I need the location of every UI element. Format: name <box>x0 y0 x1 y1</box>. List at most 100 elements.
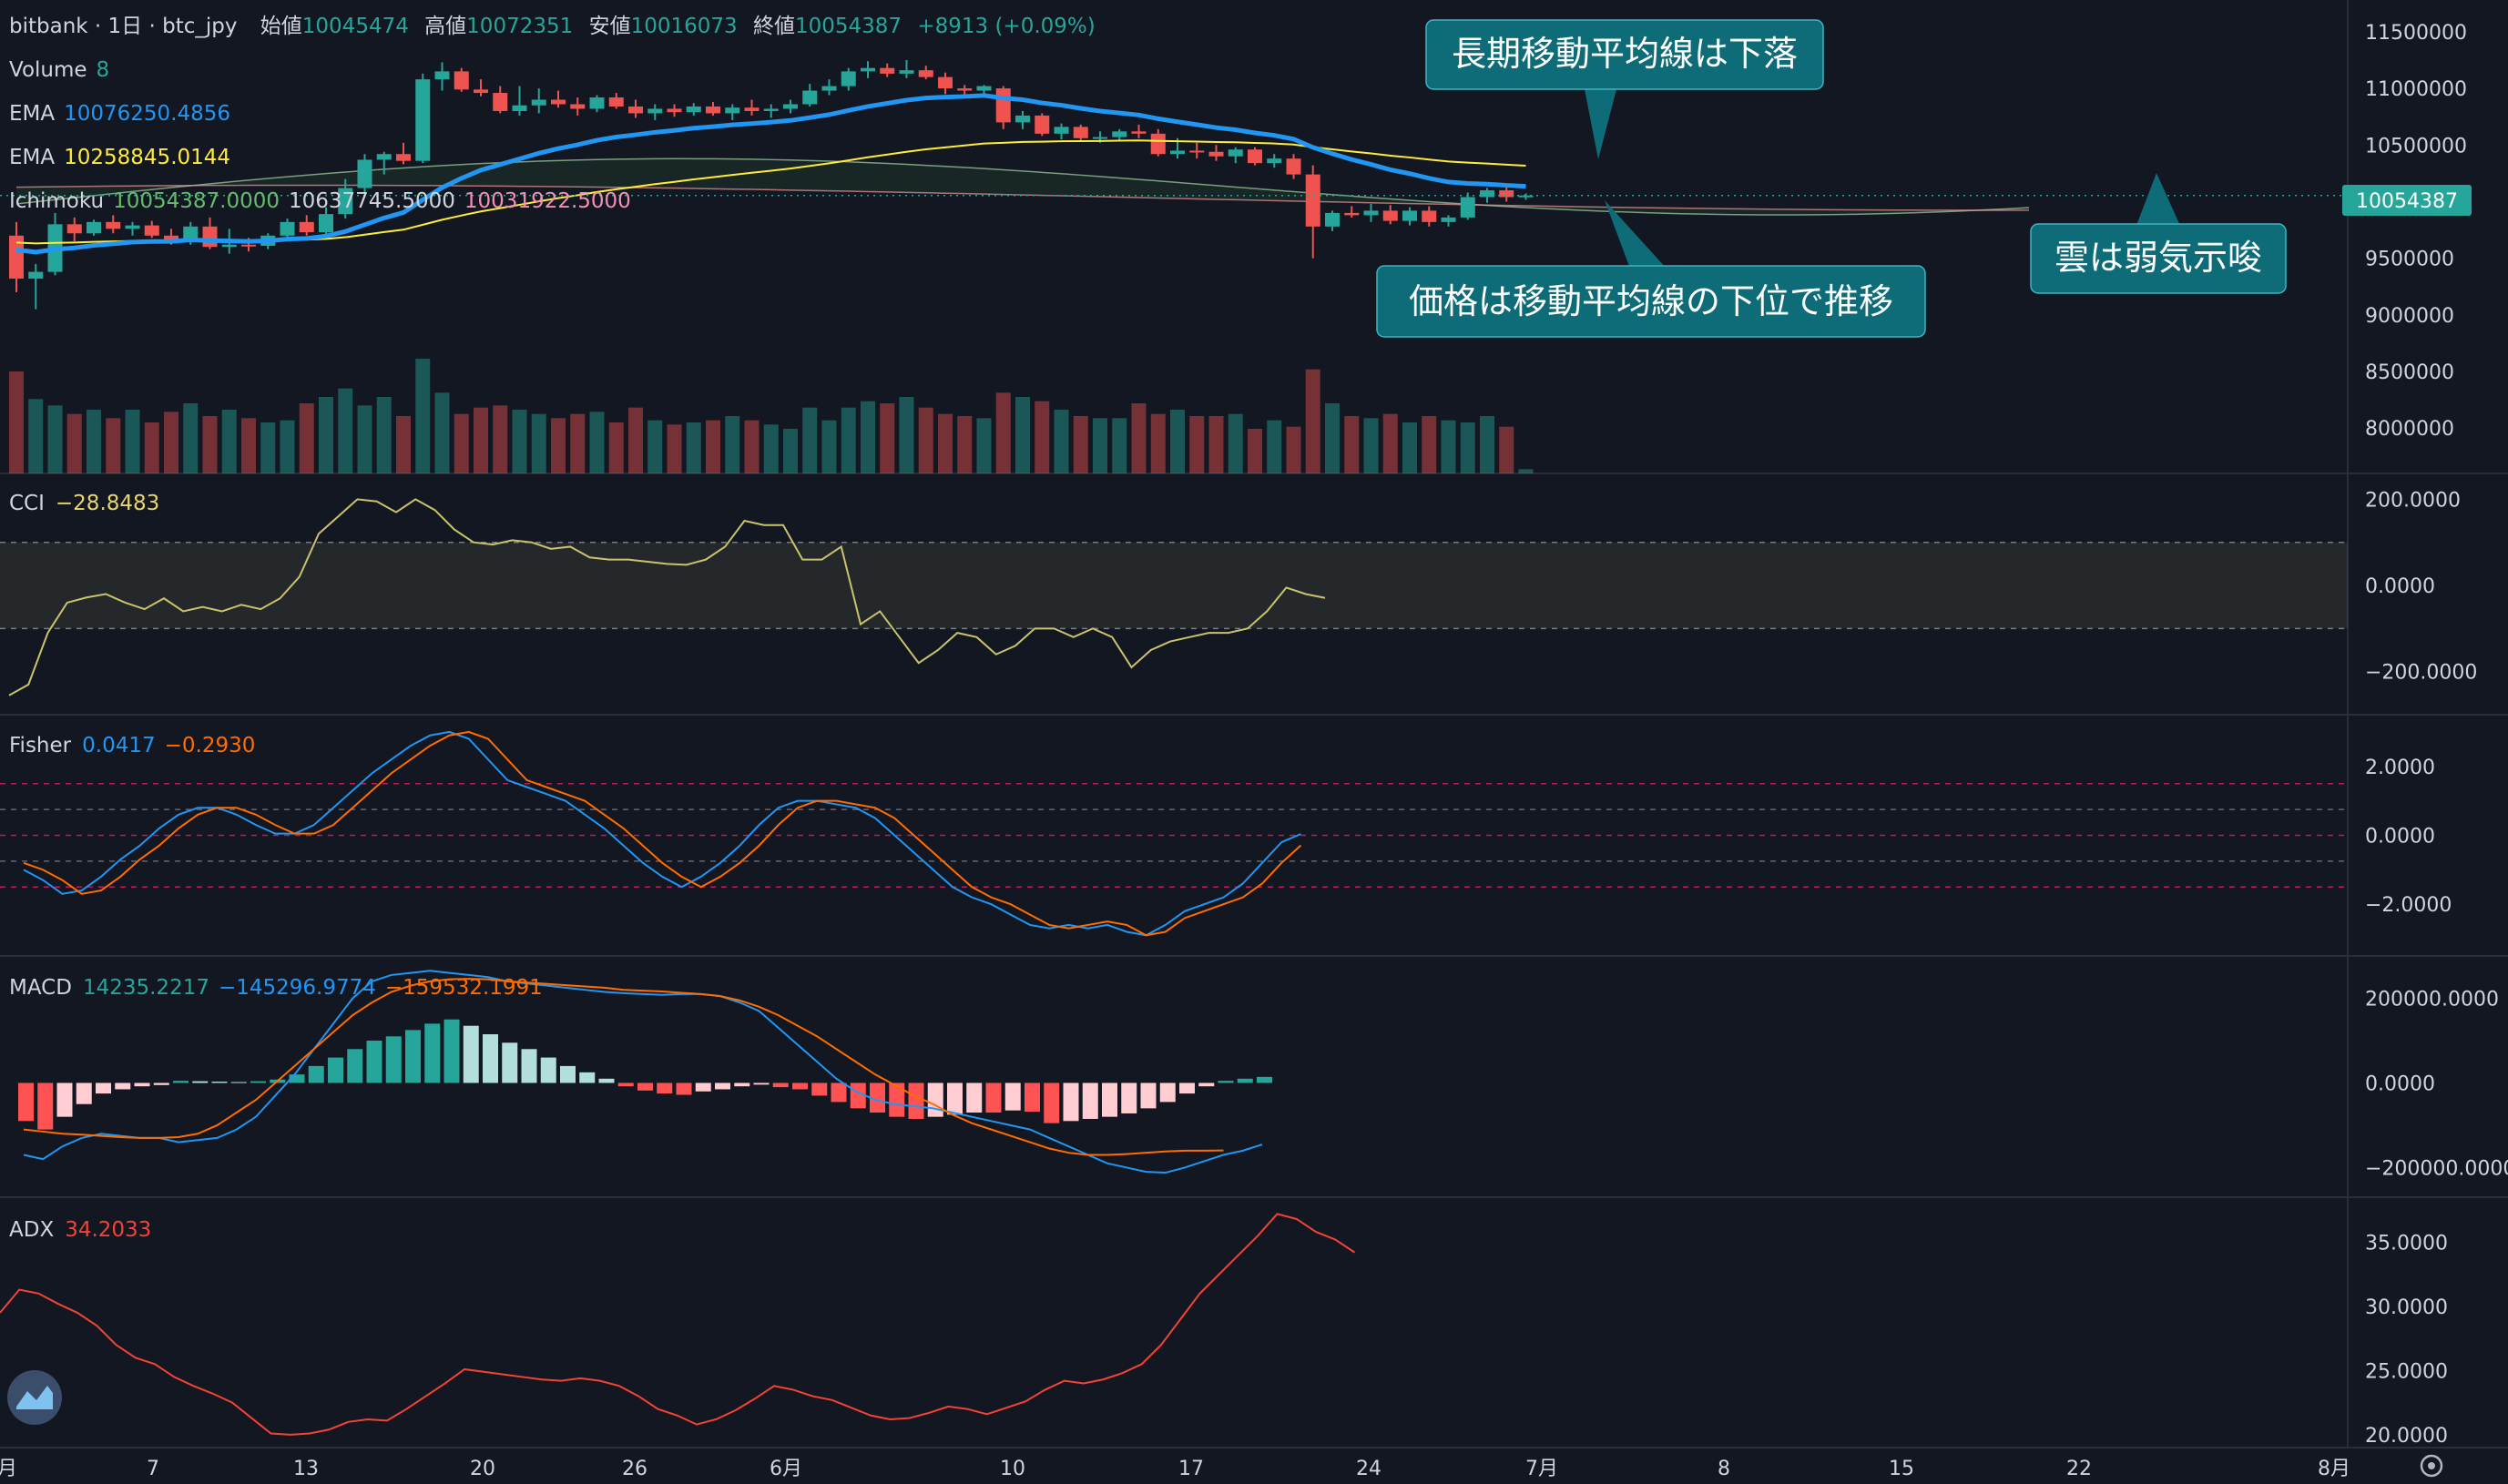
macd-histogram-bar <box>1237 1078 1253 1083</box>
volume-bar <box>1363 418 1379 473</box>
fisher-pane[interactable] <box>0 730 2348 937</box>
candles[interactable] <box>9 59 1534 310</box>
volume-bar <box>144 422 159 473</box>
ema-fast-line <box>15 93 1526 255</box>
candle-body <box>376 154 392 160</box>
volume-bar <box>512 410 527 473</box>
candle-body <box>1228 149 1243 157</box>
legend-high: 10072351 <box>466 15 573 38</box>
candle-body <box>1054 127 1069 134</box>
macd-histogram-bar <box>192 1081 209 1083</box>
candle-body <box>899 70 914 74</box>
macd-histogram-bar <box>560 1065 576 1083</box>
volume-bar <box>47 405 63 473</box>
candle-body <box>280 221 295 236</box>
volume-bar <box>628 407 643 473</box>
volume-bar <box>531 413 546 473</box>
time-tick-label: 22 <box>2066 1458 2092 1480</box>
volume-bar <box>1267 420 1282 473</box>
candle-body <box>338 188 353 215</box>
legend-volume: Volume 8 <box>9 58 109 82</box>
candle-body <box>299 221 314 233</box>
macd-histogram-bar <box>579 1072 596 1083</box>
volume-bar <box>9 371 24 473</box>
adx-tick-label: 25.0000 <box>2365 1360 2448 1383</box>
volume-bar <box>1248 429 1262 473</box>
cci-pane[interactable] <box>0 498 2348 696</box>
volume-bar <box>783 429 798 473</box>
time-tick-label: 7 <box>147 1458 159 1480</box>
candle-body <box>357 159 372 188</box>
volume-bar <box>1131 403 1147 473</box>
candle-body <box>87 221 101 234</box>
time-tick-label: 26 <box>622 1458 647 1480</box>
macd-histogram-bar <box>250 1081 266 1083</box>
time-axis[interactable]: 月 7 13 20 26 6月 10 17 24 7月 8 15 22 8月 <box>0 1458 2350 1480</box>
volume-bar <box>821 420 837 473</box>
macd-histogram-bar <box>598 1078 615 1083</box>
macd-histogram-bar <box>1121 1083 1137 1113</box>
callout-text-1: 長期移動平均線は下落 <box>1452 34 1798 74</box>
volume-bar <box>976 418 992 473</box>
volume-bar <box>87 410 101 473</box>
candle-body <box>686 106 701 113</box>
candle-body <box>647 108 663 114</box>
candle-body <box>628 106 643 114</box>
macd-tick-label: −200000.0000 <box>2365 1157 2508 1180</box>
tradingview-logo-icon[interactable] <box>7 1370 62 1425</box>
volume-bar <box>1015 397 1030 473</box>
volume-bar <box>1035 401 1050 473</box>
macd-histogram-bar <box>521 1049 537 1083</box>
legend-open-label: 始値 <box>260 15 302 38</box>
macd-tick-label: 200000.0000 <box>2365 988 2499 1011</box>
legend-ema-slow: EMA 10258845.0144 <box>9 146 230 169</box>
volume-bar <box>1112 418 1127 473</box>
volume-bar <box>338 388 353 473</box>
volume-bar <box>1382 413 1398 473</box>
macd-histogram-bar <box>1218 1081 1234 1083</box>
price-tick-label: 8000000 <box>2365 418 2454 441</box>
settings-gear-icon[interactable] <box>2420 1454 2443 1478</box>
legend-fisher: Fisher 0.0417 −0.2930 <box>9 734 255 757</box>
volume-bar <box>183 403 199 473</box>
fisher-tick-label: 2.0000 <box>2365 757 2435 779</box>
legend-low: 10016073 <box>631 15 738 38</box>
macd-histogram-bar <box>772 1083 789 1088</box>
candle-body <box>1208 151 1224 157</box>
macd-histogram-bar <box>1082 1083 1098 1119</box>
candle-body <box>512 105 527 111</box>
cloud-fill <box>16 158 2029 216</box>
macd-histogram-bar <box>927 1083 943 1117</box>
fisher-tick-label: −2.0000 <box>2365 894 2452 917</box>
legend-symbol: bitbank · 1日 · btc_jpy <box>9 15 237 38</box>
time-tick-label: 15 <box>1889 1458 1914 1480</box>
volume-bar <box>415 359 431 473</box>
macd-histogram-bar <box>328 1057 343 1083</box>
adx-pane[interactable] <box>0 1213 1356 1436</box>
volume-bar <box>376 397 392 473</box>
candle-body <box>1267 158 1282 164</box>
macd-histogram-bar <box>966 1083 983 1113</box>
legend-close-label: 終値 <box>753 15 795 38</box>
legend-open: 10045474 <box>302 15 409 38</box>
macd-histogram-bar <box>1004 1083 1021 1111</box>
volume-bar <box>164 412 178 473</box>
volume-bar <box>454 413 469 473</box>
time-tick-label: 8 <box>1718 1458 1730 1480</box>
macd-histogram-bar <box>1044 1083 1060 1123</box>
volume-bar <box>841 407 856 473</box>
candle-body <box>1382 210 1398 221</box>
macd-histogram-bar <box>734 1083 750 1087</box>
cci-line <box>8 498 1326 696</box>
volume-bar <box>299 403 314 473</box>
candle-body <box>763 108 779 111</box>
volume-bar <box>1286 426 1301 473</box>
candle-body <box>221 244 237 248</box>
candle-body <box>918 70 933 77</box>
macd-histogram-bar <box>1257 1076 1272 1083</box>
candle-body <box>1286 158 1301 175</box>
macd-pane[interactable] <box>18 970 1272 1174</box>
volume-bar <box>1150 413 1166 473</box>
macd-histogram-bar <box>831 1083 847 1103</box>
